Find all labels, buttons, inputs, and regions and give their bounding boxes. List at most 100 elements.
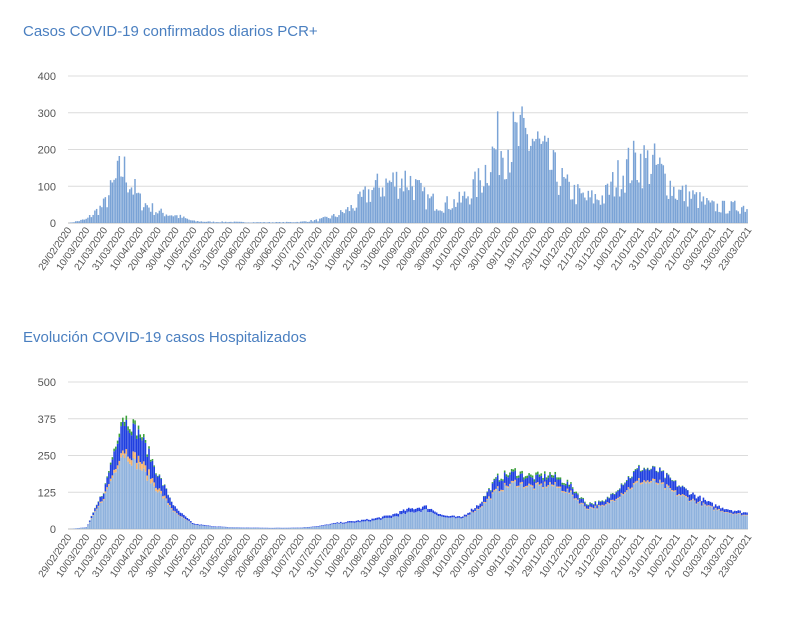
bar-segment-0 — [481, 507, 483, 529]
bar — [601, 195, 604, 223]
bar-segment-1 — [605, 504, 607, 506]
bar-segment-1 — [617, 497, 619, 499]
bar — [735, 210, 738, 223]
bar-segment-2 — [469, 512, 471, 515]
bar-segment-1 — [101, 501, 103, 503]
bar — [489, 172, 492, 223]
bar-segment-1 — [170, 508, 173, 510]
bar-segment-0 — [116, 468, 119, 529]
bar-segment-1 — [493, 489, 496, 492]
bar-segment-1 — [104, 491, 107, 494]
bar-segment-2 — [692, 492, 694, 499]
bar — [254, 222, 257, 223]
bar-segment-2 — [650, 469, 652, 481]
bar-segment-2 — [693, 494, 696, 501]
bar — [158, 210, 161, 223]
bar-segment-1 — [537, 482, 539, 484]
bar — [622, 175, 624, 223]
bar — [413, 200, 415, 223]
bar-segment-2 — [537, 474, 539, 483]
bar-segment-1 — [519, 482, 522, 484]
bar-segment-2 — [387, 515, 389, 518]
bar — [378, 187, 380, 223]
bar-segment-0 — [587, 509, 590, 529]
bar — [491, 146, 494, 223]
bar-segment-0 — [348, 522, 351, 529]
bar-segment-0 — [204, 525, 206, 529]
bar-segment-2 — [190, 521, 192, 523]
bar-segment-2 — [95, 505, 98, 509]
bar-segment-0 — [120, 457, 122, 529]
bar-segment-2 — [435, 512, 438, 515]
bar-segment-3 — [162, 485, 164, 486]
bar-segment-2 — [706, 501, 708, 506]
bar — [125, 182, 128, 223]
bar — [692, 190, 694, 223]
bar — [348, 211, 351, 223]
bar-segment-2 — [458, 516, 461, 518]
bar-segment-1 — [148, 469, 150, 475]
bar-segment-0 — [74, 528, 77, 529]
bar-segment-0 — [484, 503, 487, 529]
bar — [308, 221, 311, 223]
bar-segment-0 — [299, 527, 302, 529]
bar — [538, 138, 541, 223]
bar-segment-3 — [111, 457, 114, 460]
bar-segment-2 — [589, 503, 591, 507]
bar-segment-0 — [732, 514, 734, 529]
bar — [244, 222, 246, 223]
bar-segment-2 — [718, 505, 720, 509]
bar-segment-2 — [612, 493, 614, 500]
bar — [191, 220, 194, 223]
bar-segment-0 — [385, 517, 387, 529]
bar-segment-0 — [646, 481, 649, 529]
bar — [202, 221, 204, 223]
bar-segment-3 — [512, 469, 515, 472]
bar — [618, 196, 621, 223]
y-tick-label: 500 — [38, 377, 56, 389]
bar-segment-1 — [550, 484, 553, 486]
bar-segment-0 — [512, 482, 515, 529]
bar-segment-1 — [509, 483, 511, 486]
bar — [298, 222, 300, 223]
bar-segment-0 — [423, 509, 426, 529]
bar — [123, 156, 126, 223]
bar-segment-0 — [359, 522, 361, 529]
bar-segment-3 — [629, 478, 632, 479]
bar-segment-3 — [509, 472, 511, 475]
bar-segment-2 — [615, 492, 618, 499]
bar-segment-3 — [660, 470, 663, 472]
bar-segment-2 — [360, 519, 363, 522]
bar — [571, 199, 574, 223]
bar-segment-1 — [146, 475, 149, 481]
bar-segment-2 — [528, 475, 530, 484]
bar-segment-2 — [322, 525, 325, 526]
bar — [275, 221, 277, 223]
bar-segment-2 — [191, 523, 194, 525]
y-tick-label: 300 — [38, 108, 56, 120]
bar-segment-2 — [556, 479, 558, 487]
bar-segment-2 — [526, 477, 529, 486]
bar — [198, 221, 201, 223]
bar-segment-2 — [524, 478, 527, 487]
bar-segment-0 — [739, 513, 741, 529]
bar-segment-0 — [285, 528, 288, 529]
bar-segment-0 — [247, 527, 250, 529]
bar-segment-0 — [122, 454, 124, 529]
bar — [414, 179, 417, 223]
bar-segment-2 — [320, 525, 323, 527]
bar-segment-1 — [629, 488, 632, 491]
bar-segment-0 — [111, 478, 114, 529]
bar-segment-0 — [566, 489, 569, 529]
bar-segment-3 — [545, 477, 548, 480]
bar-segment-3 — [599, 501, 602, 502]
bar-segment-1 — [669, 488, 672, 490]
bar-segment-0 — [80, 527, 82, 529]
bar-segment-1 — [695, 503, 698, 505]
bar-segment-0 — [115, 472, 117, 529]
bar-segment-3 — [601, 500, 604, 502]
bar-segment-2 — [608, 498, 611, 504]
bar-segment-2 — [455, 516, 457, 519]
bar-segment-3 — [524, 476, 527, 479]
bar-segment-0 — [409, 512, 412, 529]
